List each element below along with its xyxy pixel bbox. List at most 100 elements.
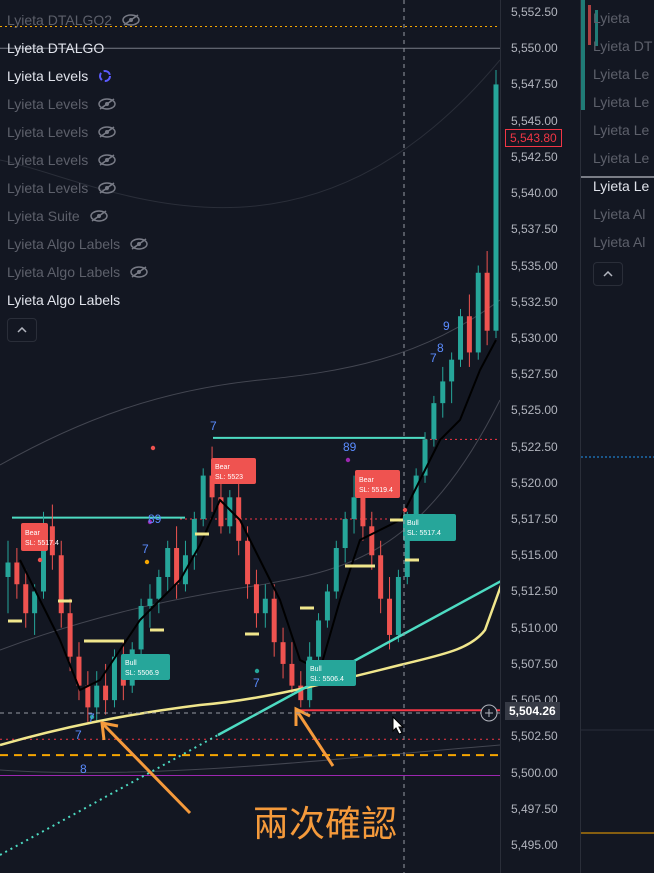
candle-body [466,316,472,353]
candle [165,540,171,592]
side-chart-canvas [581,0,654,834]
candle [316,613,322,664]
side-legend-item[interactable]: Lyieta Le [593,178,650,194]
bull-label-1-title: Bull [125,660,137,667]
candle-body [103,685,109,701]
candle-body [289,663,295,686]
legend-item[interactable]: Lyieta Algo Labels [7,286,148,314]
candle-body [191,519,197,556]
candle [14,548,20,599]
loading-indicator [98,69,112,83]
price-tick: 5,522.50 [511,439,558,454]
legend-item-label: Lyieta Levels [7,152,89,168]
price-tick: 5,535.00 [511,258,558,273]
candle-body [40,526,46,592]
side-legend-item[interactable]: Lyieta Le [593,66,650,82]
visibility-toggle[interactable] [130,238,148,250]
candle-body [493,84,499,331]
signal-labels: Bear SL: 5517.4 Bear SL: 5523 Bear SL: 5… [21,458,456,686]
visibility-toggle[interactable] [98,98,116,110]
candle-body [67,613,73,657]
candle-body [200,475,206,520]
candle-body [156,576,162,599]
signal-dot [147,519,153,525]
candle [387,576,393,650]
candle [227,490,233,534]
price-axis[interactable]: 5,552.50 5,550.00 5,547.50 5,545.00 5,542.50… [500,0,581,873]
candle-body [174,548,180,585]
band-upper [0,299,500,466]
visibility-toggle[interactable] [98,126,116,138]
side-legend-item[interactable]: Lyieta [593,10,630,26]
candle-body [58,555,64,614]
candle-body [475,272,481,353]
side-legend-item[interactable]: Lyieta DT [593,38,653,54]
candle [262,584,268,628]
bollinger-bands [0,59,500,774]
candle [351,475,357,534]
candle [342,511,348,563]
visibility-toggle[interactable] [130,266,148,278]
candle-body [422,439,428,476]
side-legend-item[interactable]: Lyieta Le [593,94,650,110]
chart-canvas[interactable]: Bear SL: 5517.4 Bear SL: 5523 Bear SL: 5… [0,0,500,873]
legend-item[interactable]: Lyieta Algo Labels [7,258,148,286]
legend-item[interactable]: Lyieta Suite [7,202,148,230]
eye-off-icon [98,182,116,194]
legend-item-label: Lyieta Levels [7,96,89,112]
legend-item[interactable]: Lyieta Levels [7,174,148,202]
eye-off-icon [130,238,148,250]
legend-item[interactable]: Lyieta DTALGO2 [7,6,148,34]
legend-item[interactable]: Lyieta Levels [7,62,148,90]
candle-body [369,526,375,556]
candle [253,569,259,628]
band-outer [0,59,500,208]
candle [191,511,197,570]
candle-body [165,548,171,577]
bear-label-2: Bear SL: 5523 [211,458,256,484]
count-label: 7 [210,419,217,433]
side-legend-item[interactable]: Lyieta Al [593,206,646,222]
side-collapse-button[interactable] [593,262,623,286]
visibility-toggle[interactable] [98,154,116,166]
trendline-solid [217,580,500,737]
secondary-chart-panel[interactable]: Lyieta Lyieta DT Lyieta Le Lyieta Le Lyieta … [580,0,654,873]
legend-item[interactable]: Lyieta Levels [7,118,148,146]
candle-body [280,642,286,664]
legend-item-label: Lyieta Levels [7,124,89,140]
legend-collapse-button[interactable] [7,318,37,342]
legend-item[interactable]: Lyieta Levels [7,90,148,118]
candle [138,598,144,657]
side-legend-item[interactable]: Lyieta Le [593,150,650,166]
band-middle [0,399,500,651]
side-legend-item[interactable]: Lyieta Al [593,234,646,250]
candle-body [253,584,259,614]
candle-body [395,576,401,635]
candle-body [5,562,11,577]
legend-item-label: Lyieta Algo Labels [7,264,121,280]
visibility-toggle[interactable] [89,210,108,222]
candle-body [431,403,437,440]
crosshair-price-badge: 5,504.26 [505,701,560,720]
indicator-legend: Lyieta DTALGO2 Lyieta DTALGO Lyieta Levels… [7,6,148,342]
candle-body [138,605,144,650]
candle [32,584,38,635]
visibility-toggle[interactable] [98,182,116,194]
bull-label-3: Bull SL: 5517.4 [403,514,456,541]
add-alert-icon[interactable] [480,704,498,722]
legend-item[interactable]: Lyieta Algo Labels [7,230,148,258]
overlay-lines [0,339,500,856]
legend-item[interactable]: Lyieta DTALGO [7,34,148,62]
candle [484,251,490,346]
signal-dot [345,457,351,463]
price-tick: 5,500.00 [511,765,558,780]
side-legend-item[interactable]: Lyieta Le [593,122,650,138]
price-tick: 5,520.00 [511,475,558,490]
arrow-line-2 [295,710,335,767]
candle-body [147,598,153,606]
legend-item[interactable]: Lyieta Levels [7,146,148,174]
candle-body [271,598,277,643]
visibility-toggle[interactable] [122,14,140,26]
candle-body [262,598,268,614]
candle [67,598,73,672]
